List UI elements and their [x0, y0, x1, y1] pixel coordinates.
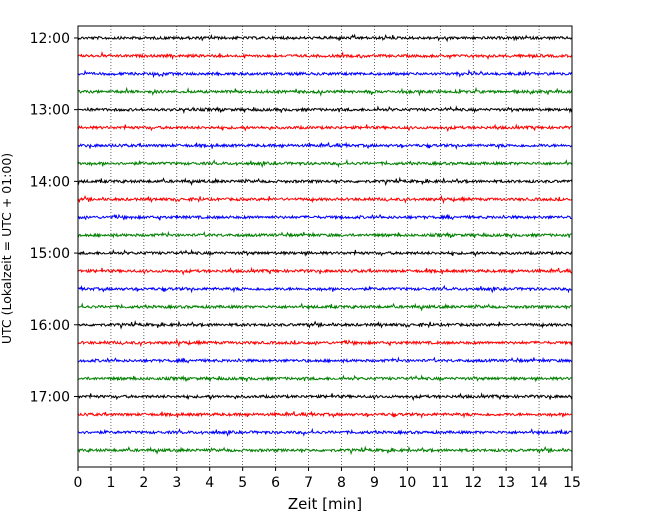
trace-1400 [77, 176, 573, 187]
trace-1515 [77, 266, 573, 276]
trace-1245 [77, 86, 573, 97]
trace-1300 [77, 105, 573, 115]
y-tick-label-1700: 17:00 [30, 389, 70, 405]
trace-1415 [77, 194, 573, 205]
trace-1645 [77, 374, 573, 383]
y-tick-label-1500: 15:00 [30, 246, 70, 262]
trace-1200 [77, 33, 573, 43]
x-tick-label-10: 10 [398, 475, 416, 491]
y-tick-label-1300: 13:00 [30, 103, 70, 119]
trace-1730 [77, 427, 573, 437]
plot-frame [77, 25, 573, 468]
y-tick-label-1600: 16:00 [30, 318, 70, 334]
tick-layer: 0 1 2 3 4 5 6 7 8 9 10 11 12 13 14 1512:0013:0014:0015:… [30, 31, 581, 491]
trace-1700 [77, 392, 573, 402]
y-tick-label-1200: 12:00 [30, 31, 70, 47]
x-tick-label-3: 3 [172, 475, 181, 491]
x-tick-label-9: 9 [370, 475, 379, 491]
x-tick-label-8: 8 [337, 475, 346, 491]
x-tick-label-1: 1 [106, 475, 115, 491]
trace-layer [77, 33, 573, 456]
x-tick-label-6: 6 [271, 475, 280, 491]
trace-1345 [77, 158, 573, 168]
y-axis-label: UTC (Lokalzeit = UTC + 01:00) [0, 153, 14, 344]
trace-1445 [77, 230, 573, 239]
x-tick-label-11: 11 [431, 475, 449, 491]
trace-1215 [77, 50, 573, 61]
trace-1330 [77, 141, 573, 150]
y-tick-label-1400: 14:00 [30, 174, 70, 190]
x-axis-label: Zeit [min] [288, 495, 362, 513]
trace-1545 [77, 302, 573, 312]
x-tick-label-12: 12 [464, 475, 482, 491]
x-tick-label-4: 4 [205, 475, 214, 491]
trace-1315 [77, 123, 573, 133]
x-tick-label-5: 5 [238, 475, 247, 491]
trace-1615 [77, 338, 573, 348]
x-tick-label-0: 0 [74, 475, 83, 491]
trace-1630 [77, 356, 573, 364]
trace-1715 [77, 410, 573, 419]
x-tick-label-7: 7 [304, 475, 313, 491]
trace-1500 [77, 248, 573, 258]
trace-1745 [77, 445, 573, 456]
trace-1600 [77, 319, 573, 330]
x-tick-label-15: 15 [563, 475, 581, 491]
trace-1430 [77, 213, 572, 221]
x-tick-label-2: 2 [139, 475, 148, 491]
x-tick-label-14: 14 [530, 475, 548, 491]
x-tick-label-13: 13 [497, 475, 515, 491]
trace-1230 [77, 69, 573, 79]
trace-1530 [77, 284, 573, 294]
